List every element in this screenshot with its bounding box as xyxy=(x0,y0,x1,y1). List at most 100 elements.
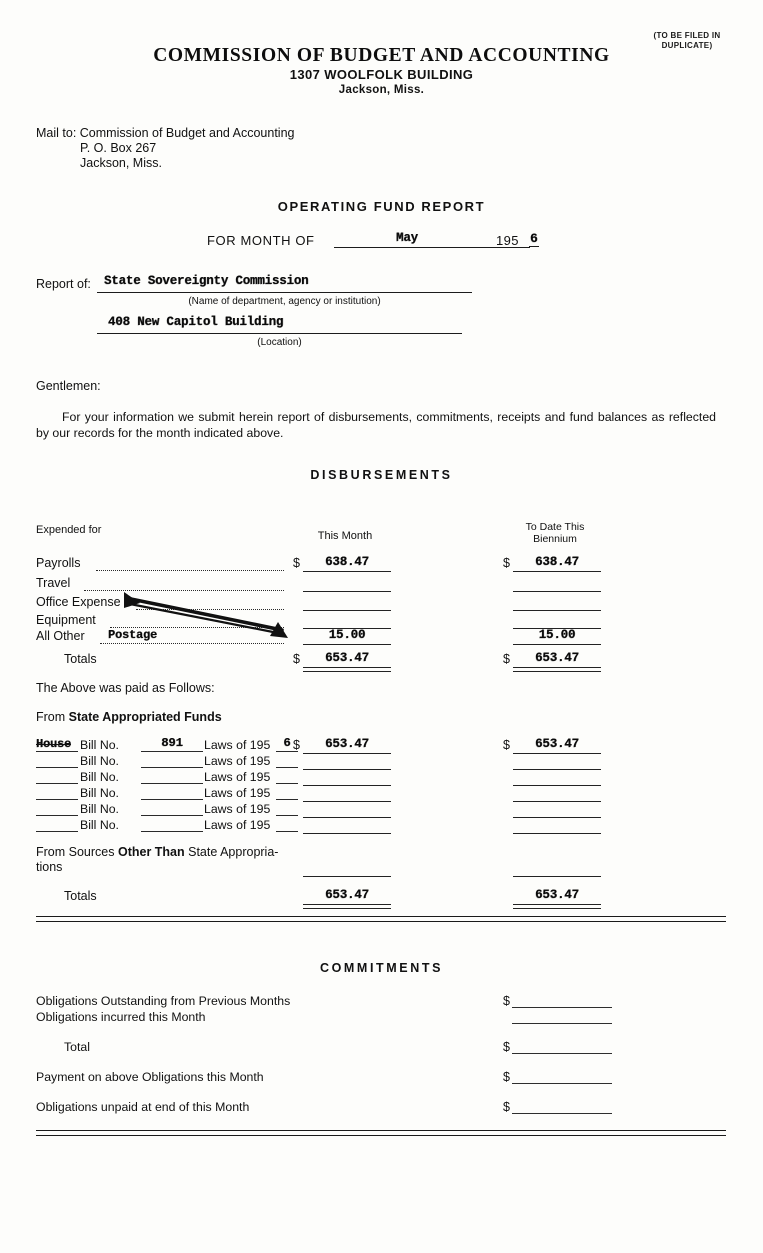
paid-totals-to-date-rule xyxy=(513,904,601,909)
bill-no-label: Bill No. xyxy=(80,738,119,752)
bill-year-value[interactable]: 6 xyxy=(283,736,291,750)
totals-to-date-rule xyxy=(513,667,601,672)
bill-year-rule xyxy=(276,751,298,752)
bill-to-date-value[interactable]: 653.47 xyxy=(535,737,579,751)
other-sources-bold: Other Than xyxy=(117,845,185,859)
mail-to-line1: Mail to: Commission of Budget and Accoun… xyxy=(36,126,295,140)
expense-row: Payrolls $638.47 $638.47 xyxy=(36,555,726,574)
totals-this-month-value[interactable]: 653.47 xyxy=(325,651,369,665)
expense-this-month-rule xyxy=(303,590,391,592)
bill-this-month-rule xyxy=(303,816,391,818)
organization-title: COMMISSION OF BUDGET AND ACCOUNTING xyxy=(153,45,610,66)
location-value[interactable]: 408 New Capitol Building xyxy=(108,315,284,329)
bill-chamber-value[interactable]: House xyxy=(36,737,72,751)
bill-no-rule xyxy=(141,783,203,784)
expense-this-month-value[interactable]: 638.47 xyxy=(325,555,369,569)
file-in-duplicate-note: (TO BE FILED IN DUPLICATE) xyxy=(653,31,721,50)
bill-year-rule xyxy=(276,799,298,800)
bill-no-rule xyxy=(141,799,203,800)
agency-name-caption: (Name of department, agency or instituti… xyxy=(188,296,381,307)
commitment-label: Obligations unpaid at end of this Month xyxy=(36,1100,250,1114)
bill-this-month-rule xyxy=(303,768,391,770)
month-rule xyxy=(334,247,530,248)
expense-leader-dots xyxy=(96,569,284,571)
bill-no-label: Bill No. xyxy=(80,802,119,816)
expense-leader-dots xyxy=(100,642,284,644)
bill-this-month-value[interactable]: 653.47 xyxy=(325,737,369,751)
expense-label: Payrolls xyxy=(36,556,81,570)
month-of-field[interactable]: FOR MONTH OF May 195 6 xyxy=(207,231,567,251)
commitment-rule xyxy=(512,1023,612,1024)
bill-row: House Bill No. 891 Laws of 195 6 $653.47 $653.… xyxy=(36,736,726,755)
mail-to-line2: P. O. Box 267 xyxy=(80,141,157,155)
totals-this-month-dollar-sign: $ xyxy=(293,652,300,666)
expense-to-date-dollar-sign: $ xyxy=(503,556,510,570)
location-caption: (Location) xyxy=(257,337,302,348)
totals-to-date-value[interactable]: 653.47 xyxy=(535,651,579,665)
commitment-rule xyxy=(512,1083,612,1084)
column-header-this-month: This Month xyxy=(317,530,373,542)
paid-as-follows-heading: The Above was paid as Follows: xyxy=(36,681,215,695)
expense-row: All Other Postage 15.00 15.00 xyxy=(36,628,726,647)
commitment-dollar-sign: $ xyxy=(503,994,510,1008)
bill-chamber-rule xyxy=(36,751,78,752)
other-sources-amount-row xyxy=(36,861,726,878)
expense-row: Office Expense xyxy=(36,595,726,613)
expense-to-date-rule xyxy=(513,609,601,611)
commitment-rule xyxy=(512,1007,612,1008)
bill-chamber-rule xyxy=(36,799,78,800)
other-sources-continuation: tions xyxy=(36,860,63,874)
bill-chamber-rule xyxy=(36,831,78,832)
bill-chamber-rule xyxy=(36,783,78,784)
column-header-expended-for: Expended for xyxy=(36,524,102,536)
letter-body-lead: For your information we submit herein re… xyxy=(62,410,648,424)
other-sources-to-date-rule xyxy=(513,875,601,877)
totals-to-date-dollar-sign: $ xyxy=(503,652,510,666)
expense-this-month-value[interactable]: 15.00 xyxy=(328,628,366,642)
bill-no-label: Bill No. xyxy=(80,818,119,832)
bill-this-month-dollar-sign: $ xyxy=(293,738,300,752)
month-value: May xyxy=(396,231,418,245)
bill-laws-of-label: Laws of 195 xyxy=(204,754,271,768)
paid-totals-to-date-value[interactable]: 653.47 xyxy=(535,888,579,902)
bill-laws-of-label: Laws of 195 xyxy=(204,802,271,816)
other-sources-prefix: From Sources xyxy=(36,845,118,859)
expense-annotation: Postage xyxy=(108,628,158,642)
organization-address-line2: Jackson, Miss. xyxy=(338,84,425,96)
bill-chamber-rule xyxy=(36,767,78,768)
disbursements-totals-row: Totals $653.47 $653.47 xyxy=(36,651,726,672)
other-sources-this-month-rule xyxy=(303,875,391,877)
agency-name-value[interactable]: State Sovereignty Commission xyxy=(104,274,309,288)
expense-leader-dots xyxy=(84,589,284,591)
expense-leader-dots xyxy=(136,608,284,610)
bill-no-label: Bill No. xyxy=(80,786,119,800)
paid-totals-this-month-rule xyxy=(303,904,391,909)
section-separator-top xyxy=(36,916,726,922)
expense-this-month-dollar-sign: $ xyxy=(293,556,300,570)
bill-no-rule xyxy=(141,831,203,832)
bill-no-rule xyxy=(141,815,203,816)
to-date-line2: Biennium xyxy=(533,533,577,545)
commitments-section-title: COMMITMENTS xyxy=(319,961,444,975)
commitment-rule xyxy=(512,1053,612,1054)
expense-to-date-rule xyxy=(513,570,601,572)
bill-no-label: Bill No. xyxy=(80,754,119,768)
commitment-label: Obligations incurred this Month xyxy=(36,1010,206,1024)
mail-to-line3: Jackson, Miss. xyxy=(80,156,162,170)
expense-to-date-value[interactable]: 15.00 xyxy=(538,628,576,642)
paid-totals-this-month-value[interactable]: 653.47 xyxy=(325,888,369,902)
bill-laws-of-label: Laws of 195 xyxy=(204,786,271,800)
bill-year-rule xyxy=(276,783,298,784)
section-separator-bottom xyxy=(36,1130,726,1136)
expense-this-month-rule xyxy=(303,609,391,611)
from-state-bold: State Appropriated Funds xyxy=(68,710,222,724)
expense-to-date-rule xyxy=(513,590,601,592)
bill-no-value[interactable]: 891 xyxy=(161,736,183,750)
expense-to-date-value[interactable]: 638.47 xyxy=(535,555,579,569)
year-value: 6 xyxy=(529,231,539,247)
hand-drawn-double-arrow-icon xyxy=(124,592,288,638)
bill-this-month-rule xyxy=(303,800,391,802)
agency-name-rule xyxy=(97,292,472,293)
disbursements-section-title: DISBURSEMENTS xyxy=(310,468,453,482)
strikethrough-mark xyxy=(36,744,72,745)
